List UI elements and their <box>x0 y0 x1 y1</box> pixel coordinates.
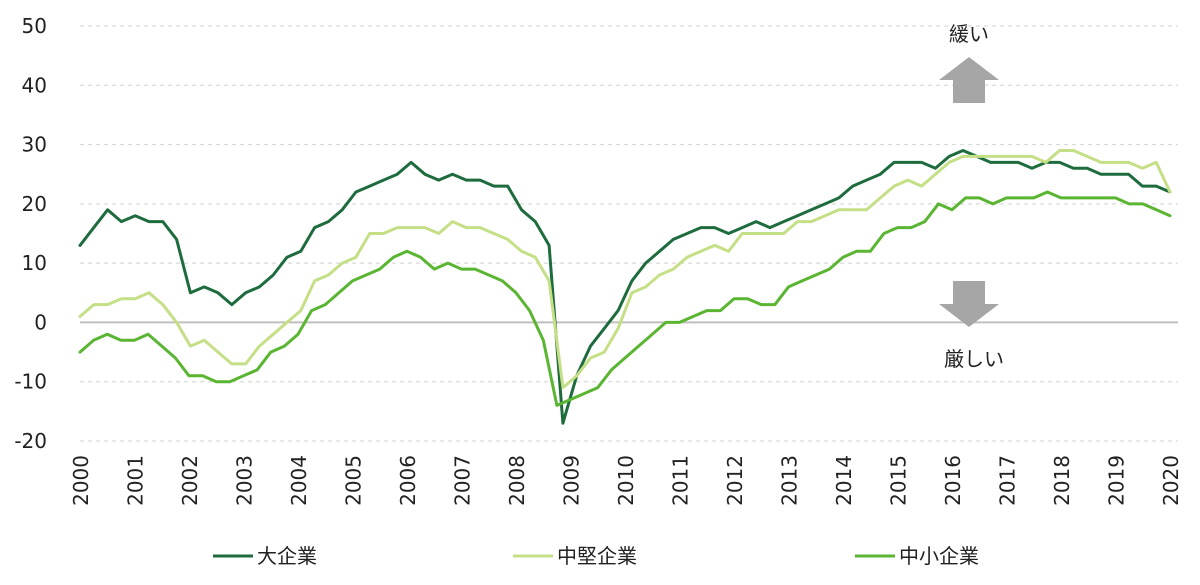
grid-lines <box>80 25 1178 442</box>
x-tick-label-15: 2015 <box>887 455 911 506</box>
x-tick-label-19: 2019 <box>1105 455 1129 506</box>
x-tick-label-4: 2004 <box>287 455 311 506</box>
legend-label-1: 中堅企業 <box>557 544 637 568</box>
x-tick-label-10: 2010 <box>614 455 638 506</box>
series-line-1 <box>78 149 1172 390</box>
x-tick-label-6: 2006 <box>396 455 420 506</box>
y-tick-label-1: -10 <box>14 370 47 394</box>
x-tick-label-2: 2002 <box>178 455 202 506</box>
loose-annotation: 緩い <box>949 22 989 46</box>
x-tick-label-9: 2009 <box>560 455 584 506</box>
x-tick-label-7: 2007 <box>451 455 475 506</box>
x-tick-label-11: 2011 <box>669 455 693 506</box>
tight-annotation: 厳しい <box>944 347 1004 371</box>
x-tick-label-8: 2008 <box>505 455 529 506</box>
y-tick-label-5: 30 <box>22 133 47 157</box>
y-tick-label-6: 40 <box>22 73 47 97</box>
y-tick-label-0: -20 <box>14 429 47 453</box>
x-tick-label-5: 2005 <box>342 455 366 506</box>
x-tick-label-18: 2018 <box>1050 455 1074 506</box>
annotations: 緩い 厳しい <box>939 22 1004 371</box>
x-tick-label-20: 2020 <box>1159 455 1183 506</box>
y-tick-label-3: 10 <box>22 251 47 275</box>
y-tick-label-4: 20 <box>22 192 47 216</box>
x-tick-label-13: 2013 <box>778 455 802 506</box>
down-arrow-icon <box>939 281 999 327</box>
up-arrow-icon <box>939 57 999 103</box>
x-tick-label-17: 2017 <box>996 455 1020 506</box>
x-tick-label-1: 2001 <box>124 455 148 506</box>
x-tick-label-16: 2016 <box>941 455 965 506</box>
x-tick-label-12: 2012 <box>723 455 747 506</box>
x-tick-label-3: 2003 <box>233 455 257 506</box>
series-line-2 <box>78 190 1172 407</box>
legend-label-2: 中小企業 <box>899 544 979 568</box>
x-tick-label-0: 2000 <box>69 455 93 506</box>
series-line-0 <box>78 149 1172 425</box>
x-axis-ticks: 2000 2001 2002 2003 2004 2005 2006 2007 2008 2009… <box>69 455 1183 506</box>
series-lines <box>78 149 1172 425</box>
y-tick-label-2: 0 <box>34 310 47 334</box>
y-tick-label-7: 50 <box>22 14 47 38</box>
x-tick-label-14: 2014 <box>832 455 856 506</box>
y-axis-ticks: -20 -10 0 10 20 30 40 50 <box>14 14 47 453</box>
legend: 大企業 中堅企業 中小企業 <box>213 544 979 568</box>
legend-label-0: 大企業 <box>257 544 317 568</box>
